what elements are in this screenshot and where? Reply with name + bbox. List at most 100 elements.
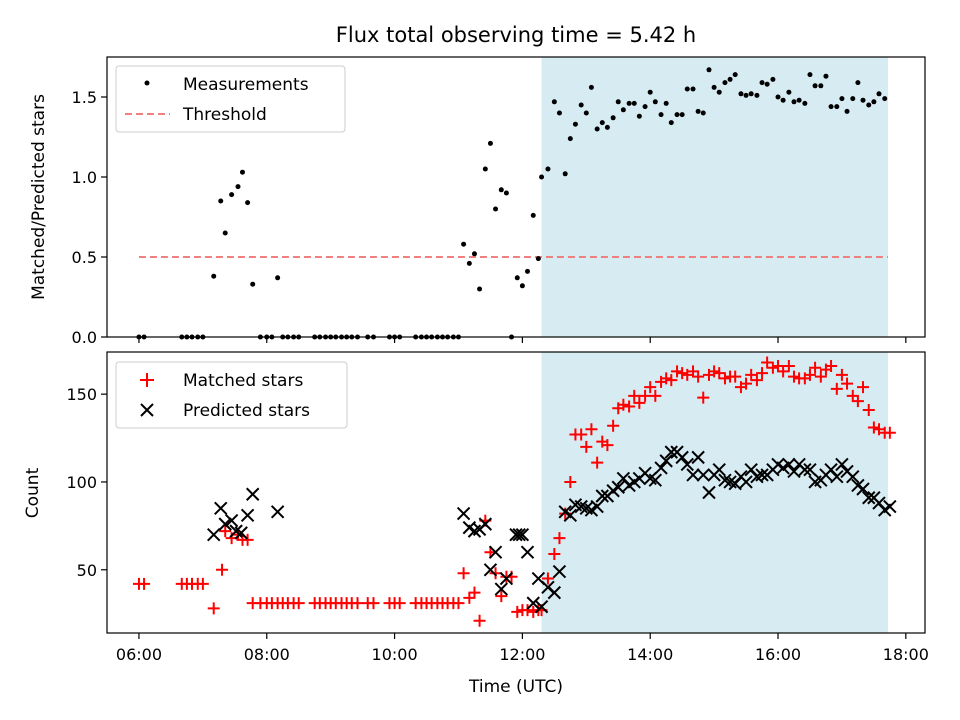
matched-star-point [671, 365, 684, 378]
matched-star-point [633, 396, 646, 409]
measurement-point [503, 190, 509, 196]
matched-star-point [644, 381, 657, 394]
predicted-star-point [207, 527, 221, 542]
measurement-point [615, 99, 621, 105]
matched-star-point [835, 368, 848, 381]
count-points [132, 356, 897, 627]
y-tick-label: 1.0 [72, 168, 97, 187]
panel-ratio: 0.0 0.5 1.0 1.5 Matched/Predicted stars Mea… [29, 56, 926, 347]
x-ticks-bottom: 06:00 08:00 10:00 12:00 14:00 16:00 18:00 [116, 633, 929, 664]
matched-star-point [867, 421, 880, 434]
measurement-point [823, 73, 829, 79]
measurement-point [716, 89, 722, 95]
measurement-points [136, 67, 888, 340]
shaded-interval-top [541, 57, 888, 337]
y-ticks-bottom: 50 100 150 [66, 385, 107, 580]
measurement-point [679, 112, 685, 118]
matched-star-point [241, 533, 254, 546]
matched-star-point [777, 365, 790, 378]
predicted-star-point [739, 475, 753, 489]
matched-star-point [541, 572, 554, 585]
measurement-point [583, 110, 589, 116]
measurement-point [235, 184, 241, 190]
measurement-point [738, 91, 744, 97]
measurement-point [684, 86, 690, 92]
matched-star-point [292, 597, 305, 610]
panel-counts: 50 100 150 06:00 08:00 10:00 12:00 14:00 16:00 1… [23, 351, 929, 697]
predicted-star-point [803, 462, 817, 477]
predicted-star-point [245, 487, 260, 501]
measurement-point [539, 174, 545, 180]
matched-star-point [687, 365, 700, 378]
matched-star-point [782, 360, 795, 373]
matched-star-point [745, 368, 758, 381]
predicted-star-point [478, 517, 493, 531]
matched-star-point [766, 361, 779, 374]
matched-star-point [756, 367, 769, 380]
legend-label-threshold: Threshold [182, 105, 267, 125]
measurement-point [620, 107, 626, 113]
measurement-point [525, 268, 531, 274]
measurement-point [218, 198, 224, 204]
measurement-point [461, 241, 467, 247]
measurement-point [732, 72, 738, 78]
measurement-point [477, 286, 483, 292]
predicted-star-point [499, 571, 514, 586]
measurement-point [572, 121, 578, 127]
measurement-point [882, 96, 888, 102]
predicted-star-point [214, 501, 228, 516]
measurement-point [764, 81, 770, 87]
matched-star-point [830, 382, 843, 395]
predicted-star-point [509, 527, 523, 542]
matched-star-point [713, 367, 726, 380]
measurement-point [876, 91, 882, 97]
predicted-star-point [856, 482, 870, 496]
legend-marker-measurements [144, 80, 150, 86]
measurement-point [860, 97, 866, 103]
predicted-star-point [563, 508, 578, 523]
predicted-star-point [224, 513, 239, 528]
matched-star-point [718, 372, 731, 385]
matched-star-point [639, 389, 652, 402]
measurement-point [487, 140, 493, 146]
matched-star-point [601, 439, 614, 452]
measurement-point [807, 72, 813, 78]
y-ticks-top: 0.0 0.5 1.0 1.5 [72, 88, 107, 347]
predicted-star-point [680, 457, 694, 472]
x-tick-label: 08:00 [244, 645, 290, 664]
matched-star-point [138, 577, 151, 590]
matched-star-point [676, 367, 689, 380]
measurement-point [711, 84, 717, 90]
measurement-point [690, 86, 696, 92]
measurement-point [743, 92, 749, 98]
predicted-star-point [702, 485, 716, 500]
legend-label-predicted: Predicted stars [183, 401, 310, 421]
measurement-point [663, 100, 669, 106]
matched-star-point [761, 356, 774, 369]
x-ticks-top [138, 337, 907, 343]
y-axis-label-bottom: Count [23, 467, 43, 518]
measurement-point [780, 97, 786, 103]
predicted-star-point [515, 527, 530, 542]
matched-star-point [787, 370, 800, 383]
matched-star-point [564, 475, 577, 488]
measurement-point [604, 124, 610, 130]
x-tick-label: 18:00 [883, 645, 929, 664]
measurement-point [599, 120, 605, 126]
matched-star-point [660, 372, 673, 385]
measurement-point [871, 99, 877, 105]
matched-star-point [772, 360, 785, 373]
y-tick-label: 150 [66, 385, 97, 404]
measurement-point [551, 99, 557, 105]
matched-star-point [468, 586, 481, 599]
matched-star-point [207, 602, 220, 615]
matched-star-point [489, 567, 502, 580]
predicted-star-point [862, 491, 876, 505]
measurement-point [855, 80, 861, 86]
measurement-point [796, 97, 802, 103]
measurement-point [239, 169, 245, 175]
y-tick-label: 0.0 [72, 328, 97, 347]
measurement-point [636, 113, 642, 119]
matched-star-point [607, 419, 620, 432]
measurement-point [839, 96, 845, 102]
